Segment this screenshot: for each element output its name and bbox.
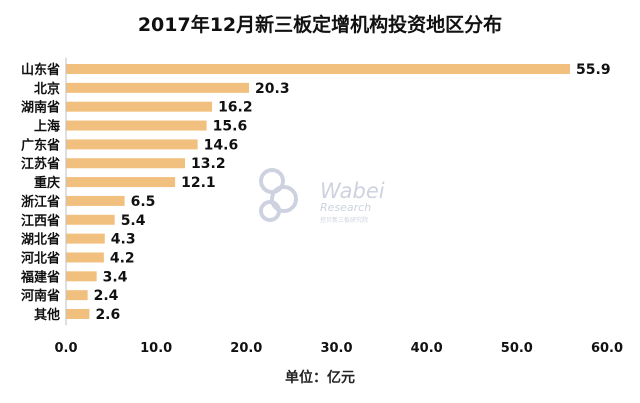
data-label: 15.6 [213, 119, 248, 135]
bar [66, 158, 186, 169]
data-label: 3.4 [103, 269, 128, 285]
bar [66, 82, 250, 93]
x-axis-ticks: 0.0 10.0 20.0 30.0 40.0 50.0 60.0 [54, 341, 623, 356]
bar [66, 139, 198, 150]
data-label: 14.6 [204, 137, 239, 153]
data-label: 2.4 [94, 288, 119, 304]
watermark-sub: Research [320, 201, 371, 214]
category-label: 其他 [34, 307, 60, 323]
data-label: 12.1 [181, 175, 216, 191]
data-label: 20.3 [255, 81, 290, 97]
data-label: 2.6 [95, 307, 120, 323]
category-label: 湖南省 [21, 100, 60, 116]
data-label: 13.2 [191, 156, 226, 172]
data-label: 4.2 [110, 250, 135, 266]
watermark-tagline: 挖贝新三板研究院 [320, 216, 368, 224]
x-tick-label: 10.0 [140, 341, 172, 356]
category-label: 福建省 [20, 269, 60, 285]
bar [66, 214, 115, 225]
category-label: 河南省 [21, 288, 60, 304]
x-tick-label: 30.0 [320, 341, 352, 356]
category-label: 浙江省 [21, 194, 60, 210]
x-axis-label: 单位：亿元 [285, 370, 355, 386]
category-label: 山东省 [21, 62, 60, 78]
category-label: 河北省 [21, 250, 60, 266]
bar [66, 195, 125, 206]
x-tick-label: 60.0 [591, 341, 623, 356]
watermark-brand: Wabei [320, 179, 385, 203]
data-label: 16.2 [218, 100, 253, 116]
data-label: 6.5 [131, 194, 156, 210]
category-label: 江西省 [21, 213, 60, 229]
x-tick-label: 40.0 [411, 341, 443, 356]
bar [66, 177, 176, 188]
bar [66, 64, 571, 74]
x-tick-label: 50.0 [501, 341, 533, 356]
x-tick-label: 20.0 [230, 341, 262, 356]
bar [66, 252, 104, 263]
data-label: 55.9 [576, 62, 611, 78]
bar [66, 101, 213, 112]
category-label: 北京 [34, 81, 60, 97]
watermark-logo: Wabei Research 挖贝新三板研究院 [259, 168, 385, 224]
bar [66, 120, 207, 131]
data-label: 4.3 [111, 232, 136, 248]
bar [66, 290, 88, 301]
chart-title: 2017年12月新三板定增机构投资地区分布 [137, 14, 503, 36]
bars-layer: 山东省 55.9 北京 20.3 湖南省 16.2 上海 15.6 广东省 14.6 江苏省 13.2… [20, 62, 611, 323]
category-label: 广东省 [21, 137, 60, 153]
logo-3-mark-icon [259, 168, 298, 222]
x-tick-label: 0.0 [54, 341, 77, 356]
data-label: 5.4 [121, 213, 146, 229]
bar [66, 233, 105, 244]
category-label: 重庆 [34, 175, 60, 191]
bar [66, 309, 90, 319]
category-label: 江苏省 [21, 156, 60, 172]
category-label: 上海 [34, 119, 60, 135]
category-label: 湖北省 [21, 232, 60, 248]
bar [66, 271, 97, 282]
